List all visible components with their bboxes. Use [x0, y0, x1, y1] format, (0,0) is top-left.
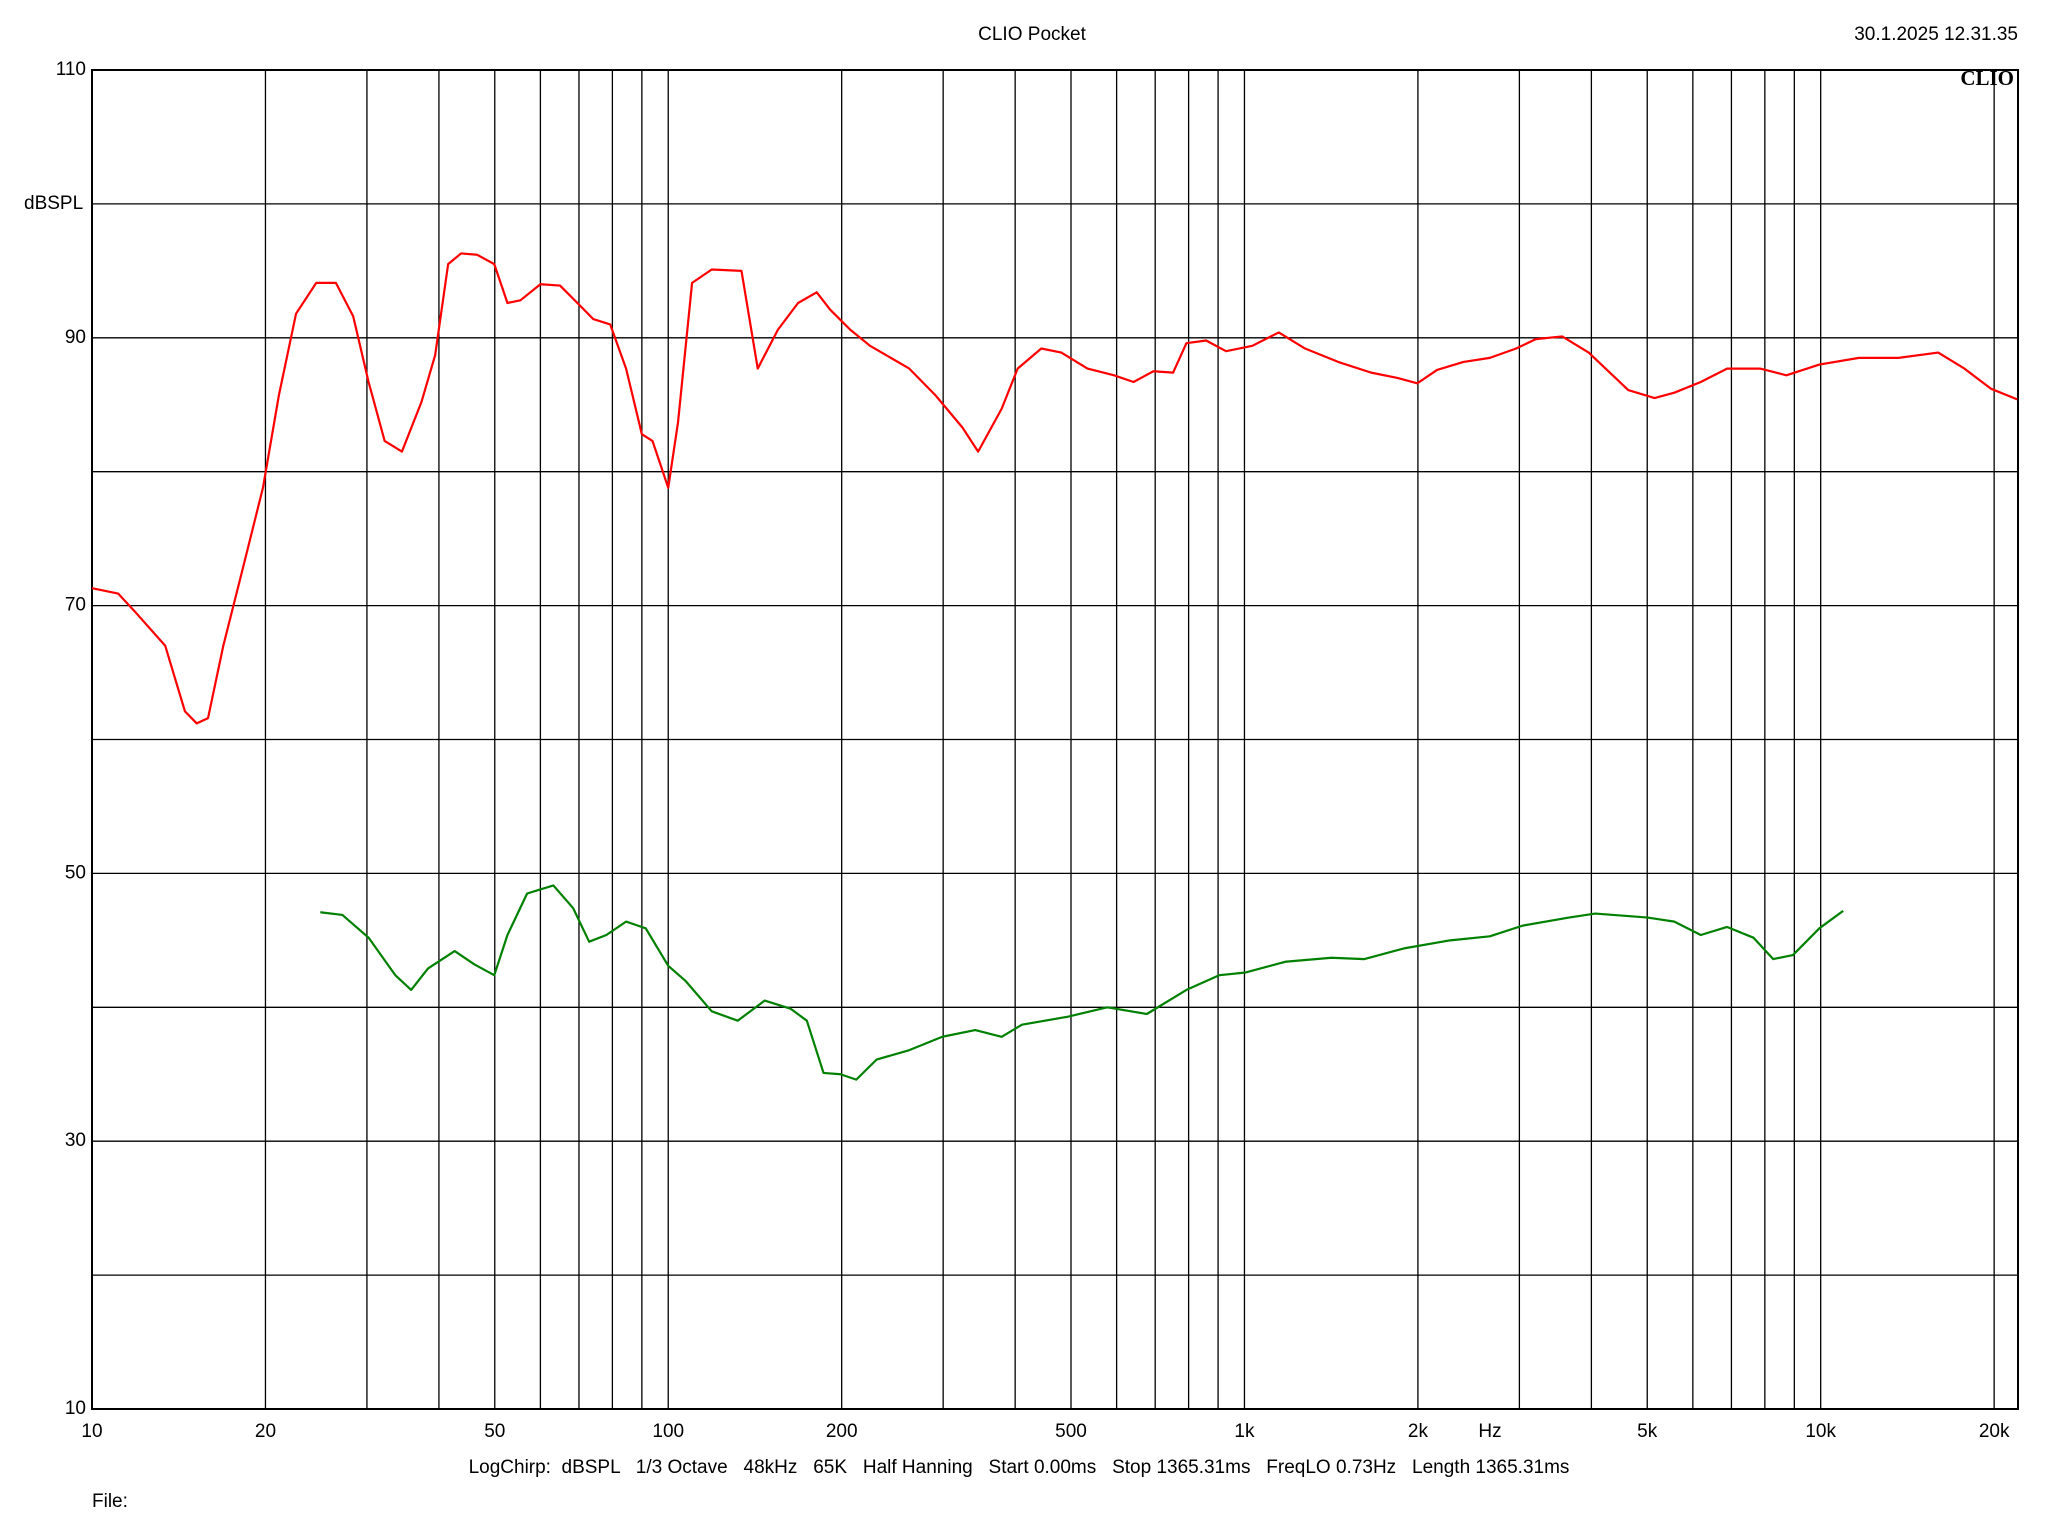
x-tick-label: 100	[652, 1421, 684, 1442]
x-tick-label: 1k	[1234, 1421, 1255, 1442]
y-tick-label: 90	[65, 327, 86, 348]
x-tick-label: 5k	[1637, 1421, 1658, 1442]
timestamp: 30.1.2025 12.31.35	[1854, 24, 2018, 45]
x-tick-label: 200	[826, 1421, 858, 1442]
series-line	[320, 884, 1844, 1081]
chart-title: CLIO Pocket	[978, 24, 1086, 45]
x-tick-label: 20	[255, 1421, 276, 1442]
x-tick-label: 10k	[1805, 1421, 1836, 1442]
y-tick-label: 30	[65, 1130, 86, 1151]
x-tick-label: 20k	[1979, 1421, 2010, 1442]
y-axis-label: dBSPL	[24, 193, 83, 214]
y-tick-label: 110	[56, 59, 86, 80]
y-tick-label: 10	[65, 1398, 86, 1419]
x-axis-label: Hz	[1478, 1421, 1501, 1442]
y-tick-label: 50	[65, 862, 86, 883]
footer: LogChirp: dBSPL 1/3 Octave 48kHz 65K Hal…	[469, 1457, 1570, 1478]
x-tick-label: 10	[81, 1421, 102, 1442]
file-label: File:	[92, 1491, 128, 1512]
x-tick-label: 2k	[1408, 1421, 1429, 1442]
plot-frame	[91, 69, 2019, 1410]
x-tick-label: 50	[484, 1421, 505, 1442]
x-tick-label: 500	[1055, 1421, 1087, 1442]
series-line	[91, 252, 2018, 725]
y-tick-label: 70	[65, 595, 86, 616]
